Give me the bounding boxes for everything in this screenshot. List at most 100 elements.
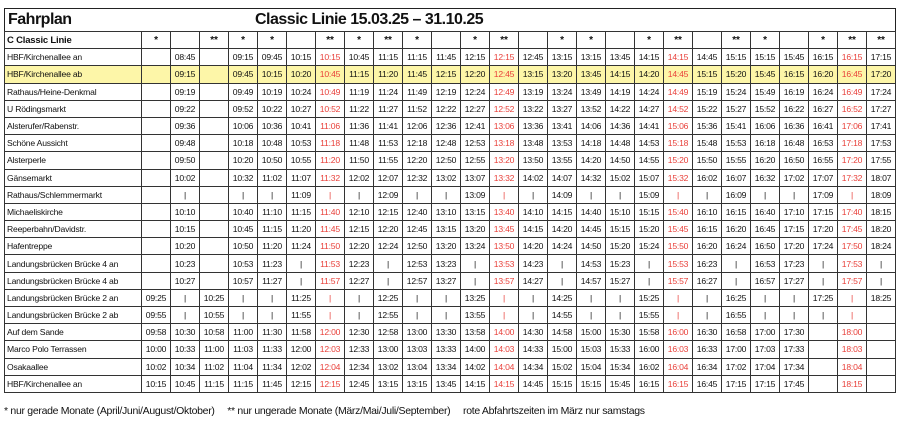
- time-cell: 13:57: [489, 271, 519, 290]
- time-cell: [199, 48, 229, 67]
- time-cell: 17:45: [837, 220, 867, 239]
- time-cell: 15:50: [663, 237, 693, 256]
- time-cell: 13:32: [489, 168, 519, 187]
- time-cell: 15:10: [605, 202, 635, 222]
- time-cell: 14:32: [576, 168, 606, 187]
- time-cell: 12:20: [402, 151, 432, 170]
- time-cell: 12:20: [373, 220, 403, 239]
- stop-name: Landungsbrücken Brücke 2 ab: [4, 305, 142, 325]
- time-cell: |: [634, 271, 664, 290]
- stop-name: Landungsbrücken Brücke 2 an: [4, 288, 142, 308]
- time-cell: 18:15: [837, 374, 867, 393]
- time-cell: 13:48: [518, 134, 548, 153]
- stop-name: Alsterperle: [4, 151, 142, 170]
- time-cell: 17:15: [779, 220, 809, 239]
- time-cell: 16:58: [721, 323, 751, 342]
- time-cell: [199, 220, 229, 239]
- time-cell: 18:00: [837, 323, 867, 342]
- time-cell: 14:20: [634, 65, 664, 84]
- time-cell: 15:00: [547, 340, 577, 359]
- time-cell: 15:02: [605, 168, 635, 187]
- time-cell: 16:20: [721, 220, 751, 239]
- time-cell: 10:53: [228, 254, 258, 273]
- time-cell: |: [460, 254, 490, 273]
- time-cell: 11:32: [315, 168, 345, 187]
- time-cell: |: [489, 305, 519, 325]
- time-cell: 15:15: [547, 374, 577, 393]
- time-cell: 13:55: [460, 305, 490, 325]
- time-cell: 15:06: [663, 116, 693, 136]
- time-cell: |: [402, 288, 432, 308]
- time-cell: 14:55: [634, 151, 664, 170]
- time-cell: [199, 185, 229, 204]
- marker: **: [199, 30, 229, 50]
- time-cell: |: [431, 288, 461, 308]
- time-cell: 10:40: [228, 202, 258, 222]
- time-cell: 16:52: [837, 99, 867, 118]
- time-cell: 14:02: [518, 168, 548, 187]
- time-cell: 15:03: [576, 340, 606, 359]
- time-cell: 14:48: [605, 134, 635, 153]
- time-cell: 15:32: [663, 168, 693, 187]
- time-cell: |: [837, 305, 867, 325]
- time-cell: [141, 254, 171, 273]
- time-cell: 17:27: [866, 99, 896, 118]
- time-cell: [199, 99, 229, 118]
- time-cell: 16:02: [692, 168, 722, 187]
- time-cell: [199, 151, 229, 170]
- time-cell: 12:15: [344, 220, 374, 239]
- time-cell: 15:49: [750, 82, 780, 101]
- time-cell: 12:30: [344, 323, 374, 342]
- time-cell: 16:34: [692, 357, 722, 376]
- stop-row: HBF/Kirchenallee ab 09:15 09:45 10:15 10:20 1…: [4, 65, 896, 84]
- time-cell: 13:15: [547, 48, 577, 67]
- time-cell: |: [286, 254, 316, 273]
- stop-row: Landungsbrücken Brücke 4 an 10:23 10:53 11:…: [4, 254, 896, 273]
- time-cell: |: [576, 185, 606, 204]
- time-cell: 12:10: [344, 202, 374, 222]
- time-cell: [866, 340, 896, 359]
- time-cell: 14:49: [663, 82, 693, 101]
- time-cell: [199, 254, 229, 273]
- time-cell: 17:55: [866, 151, 896, 170]
- marker: *: [750, 30, 780, 50]
- time-cell: 11:45: [402, 65, 432, 84]
- time-cell: 11:27: [373, 99, 403, 118]
- time-cell: 17:18: [837, 134, 867, 153]
- time-cell: 15:55: [721, 151, 751, 170]
- stop-name: Rathaus/Heine-Denkmal: [4, 82, 142, 101]
- time-cell: 15:50: [692, 151, 722, 170]
- time-cell: 17:02: [779, 168, 809, 187]
- time-cell: 10:27: [286, 99, 316, 118]
- time-cell: |: [576, 288, 606, 308]
- time-cell: 09:49: [228, 82, 258, 101]
- time-cell: |: [605, 305, 635, 325]
- time-cell: 17:50: [837, 237, 867, 256]
- time-cell: 13:20: [489, 151, 519, 170]
- time-cell: 10:02: [170, 168, 200, 187]
- time-cell: |: [605, 288, 635, 308]
- marker: [518, 30, 548, 50]
- time-cell: 17:25: [808, 288, 838, 308]
- time-cell: 15:20: [634, 220, 664, 239]
- time-cell: 12:19: [431, 82, 461, 101]
- time-cell: 10:48: [257, 134, 287, 153]
- time-cell: 15:15: [605, 220, 635, 239]
- time-cell: 13:30: [431, 323, 461, 342]
- time-cell: 12:15: [286, 374, 316, 393]
- stop-row: Hafentreppe 10:20 10:50 11:20 11:24 11:50 12:2…: [4, 237, 896, 256]
- time-cell: 16:15: [721, 202, 751, 222]
- time-cell: 14:00: [489, 323, 519, 342]
- time-cell: 11:48: [344, 134, 374, 153]
- time-cell: 11:53: [315, 254, 345, 273]
- time-cell: 10:15: [141, 374, 171, 393]
- time-cell: 14:40: [576, 202, 606, 222]
- time-cell: |: [228, 305, 258, 325]
- time-cell: 13:15: [460, 202, 490, 222]
- time-cell: 16:32: [750, 168, 780, 187]
- time-cell: 13:00: [373, 340, 403, 359]
- time-cell: 16:00: [634, 340, 664, 359]
- time-cell: 12:57: [402, 271, 432, 290]
- time-cell: |: [460, 271, 490, 290]
- time-cell: 14:45: [663, 65, 693, 84]
